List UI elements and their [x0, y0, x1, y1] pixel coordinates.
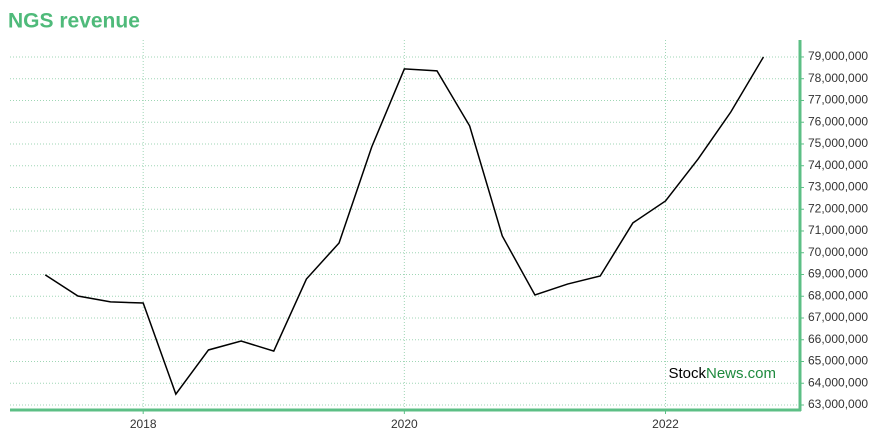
y-tick-label: 75,000,000	[808, 136, 868, 150]
y-tick-label: 74,000,000	[808, 158, 868, 172]
y-tick-label: 68,000,000	[808, 288, 868, 302]
watermark: StockNews.com	[668, 365, 776, 382]
line-series	[44, 56, 765, 396]
x-tick-label: 2018	[130, 417, 157, 431]
y-tick-label: 63,000,000	[808, 397, 868, 411]
watermark-second: News.com	[706, 365, 776, 382]
y-tick-label: 66,000,000	[808, 332, 868, 346]
y-tick-label: 64,000,000	[808, 375, 868, 389]
y-tick-label: 70,000,000	[808, 245, 868, 259]
y-tick-label: 72,000,000	[808, 201, 868, 215]
y-tick-label: 78,000,000	[808, 71, 868, 85]
x-tick-label: 2022	[652, 417, 679, 431]
y-tick-label: 67,000,000	[808, 310, 868, 324]
y-tick-label: 76,000,000	[808, 114, 868, 128]
y-tick-label: 77,000,000	[808, 93, 868, 107]
y-tick-label: 73,000,000	[808, 180, 868, 194]
x-tick-label: 2020	[391, 417, 418, 431]
watermark-first: Stock	[668, 365, 706, 382]
y-tick-label: 71,000,000	[808, 223, 868, 237]
y-tick-label: 79,000,000	[808, 49, 868, 63]
chart-title: NGS revenue	[8, 10, 140, 33]
y-tick-label: 69,000,000	[808, 267, 868, 281]
y-tick-label: 65,000,000	[808, 354, 868, 368]
